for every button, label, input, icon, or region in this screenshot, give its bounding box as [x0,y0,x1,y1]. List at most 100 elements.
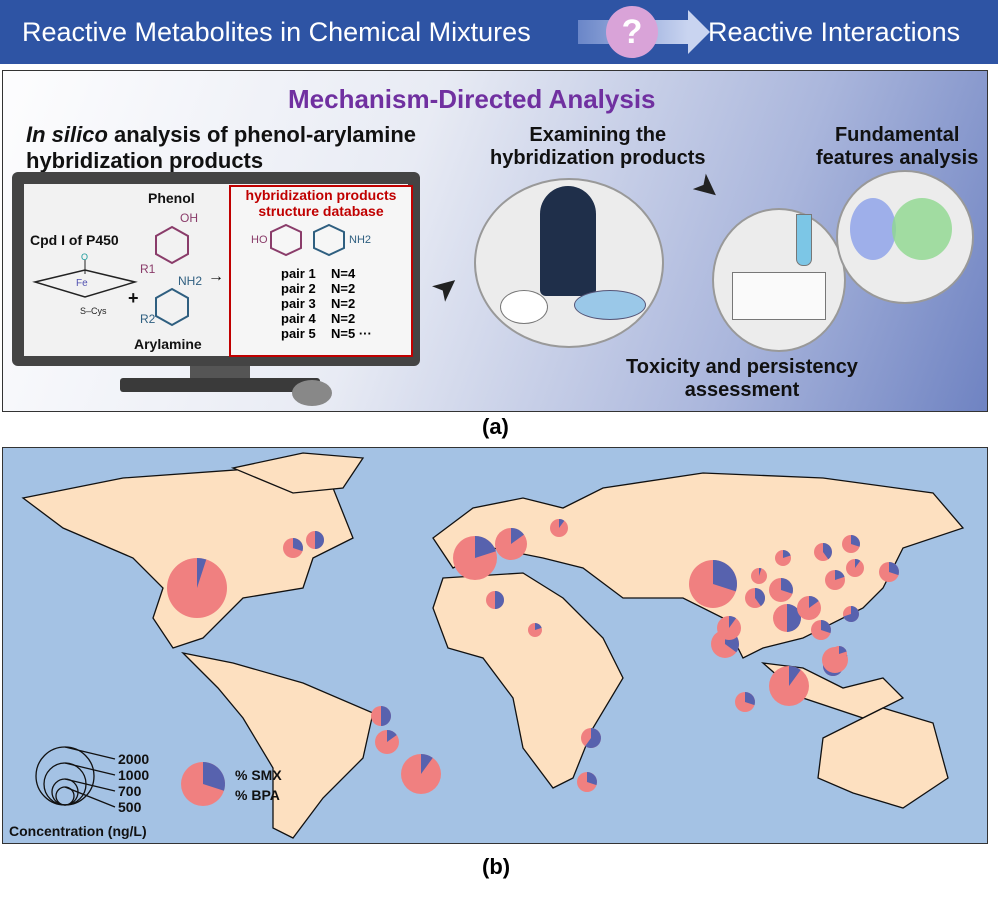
south-america [181,651,374,839]
pair-name: pair 3 [281,296,316,311]
legend-smx: % SMX [235,767,282,783]
australia [817,707,949,809]
panel-a-label: (a) [482,414,509,439]
test-tube-icon [796,214,812,266]
site-pie-smx-slice [823,543,832,560]
site-pie-smx-slice [315,531,324,549]
legend-size-700: 700 [118,783,142,799]
site-pie-smx-slice [729,616,737,628]
db-title-line1: hybridization products [245,187,397,203]
reaction-arrow: → [208,268,224,285]
structure-database-box: hybridization products structure databas… [229,185,413,357]
heme-structure-icon: O Fe S–Cys [32,252,138,316]
svg-text:OH: OH [180,211,198,225]
pair-count: N=2 [331,281,356,296]
site-pie-smx-slice [789,666,801,686]
svg-text:NH2: NH2 [349,234,371,246]
title-banner: Reactive Metabolites in Chemical Mixture… [0,0,998,64]
site-pie-smx-slice [587,772,597,786]
pair-count: N=2 [331,311,356,326]
mouse-animal-icon [500,290,548,324]
mouse-icon [292,380,332,406]
site-pie-smx-slice [381,706,391,726]
site-pie-smx-slice [783,550,791,558]
svg-text:Fe: Fe [76,278,88,289]
svg-text:S–Cys: S–Cys [80,306,107,316]
site-pie-smx-slice [781,578,794,594]
site-pie-smx-slice [855,559,861,568]
site-pie-smx-slice [475,536,496,558]
panel-a-title: Mechanism-Directed Analysis [288,84,656,114]
site-pie-smx-slice [745,692,755,706]
site-pie-smx-slice [835,570,845,580]
legend-size-500: 500 [118,799,142,815]
site-pie-smx-slice [851,535,860,547]
pair-name: pair 4 [281,311,316,326]
arylamine-label: Arylamine [134,336,202,352]
phenol-label: Phenol [148,190,195,206]
site-pie-smx-slice [755,588,766,607]
site-pie-smx-slice [387,730,397,742]
north-america [21,467,354,649]
fundamental-heading: Fundamental features analysis [816,124,979,169]
pair-count: N=5 ··· [331,326,372,341]
examining-heading: Examining the hybridization products [490,124,706,169]
concentration-legend [35,746,116,808]
greenland [230,452,365,494]
orbital-lobe-green [892,198,952,260]
site-pie-smx-slice [495,591,504,609]
legend-size-2000: 2000 [118,751,149,767]
site-pie-smx-slice [421,754,433,774]
banner-right-text: Reactive Interactions [708,17,961,47]
pair-count: N=4 [331,266,356,281]
keyboard-icon [120,378,320,392]
plus-sign: + [128,288,139,308]
human-body-icon [540,186,596,296]
legend-unit: Concentration (ng/L) [9,823,147,839]
phenol-arylamine-structures: OH R1 NH2 R2 [140,211,202,327]
site-pie-smx-slice [821,620,831,634]
pair-list: pair 1 N=4 pair 2 N=2 pair 3 N=2 pair 4 N=2 pair… [231,266,411,341]
pair-name: pair 5 [281,326,316,341]
site-pie-smx-slice [197,558,207,588]
world-map: 2000 1000 700 500 Concentration (ng/L) %… [2,447,988,844]
hybrid-structure-icon: HO NH2 [251,223,371,257]
continents [21,452,965,839]
site-pie-smx-slice [759,568,762,576]
orbital-lobe-blue [850,198,896,260]
site-pie-smx-slice [713,560,737,592]
site-pie-smx-slice [535,623,542,630]
insilico-heading: In silico analysis of phenol-arylamine hy… [26,122,417,173]
incubator-icon [732,272,826,320]
petri-dish-icon [574,290,646,320]
site-pie-smx-slice [511,528,524,544]
site-pie-smx-slice [889,562,899,576]
svg-text:O: O [81,252,88,262]
site-pie-smx-slice [293,538,303,552]
toxicity-heading: Toxicity and persistency assessment [626,356,858,401]
site-pie-smx-slice [809,596,819,608]
site-pie-smx-slice [559,519,565,528]
panel-b-label: (b) [482,854,511,879]
svg-text:NH2: NH2 [178,274,202,288]
pair-row: pair 4 N=2 [281,311,411,326]
site-pie-smx-slice [843,606,859,622]
monitor-stand [190,366,250,378]
banner-left-text: Reactive Metabolites in Chemical Mixture… [22,17,531,47]
site-pie-smx-slice [839,646,847,654]
site-pie-smx-slice [585,728,601,748]
pair-row: pair 5 N=5 ··· [281,326,411,341]
legend-bpa: % BPA [235,787,280,803]
db-title-line2: structure database [258,203,384,219]
pair-row: pair 1 N=4 [281,266,411,281]
legend-pie-smx-slice [203,762,225,791]
africa [432,572,624,789]
pair-row: pair 2 N=2 [281,281,411,296]
legend-size-1000: 1000 [118,767,149,783]
pair-name: pair 2 [281,281,316,296]
svg-text:HO: HO [251,234,268,246]
svg-text:R1: R1 [140,262,156,276]
arrow-head-icon [688,10,710,54]
pair-row: pair 3 N=2 [281,296,411,311]
pair-name: pair 1 [281,266,316,281]
